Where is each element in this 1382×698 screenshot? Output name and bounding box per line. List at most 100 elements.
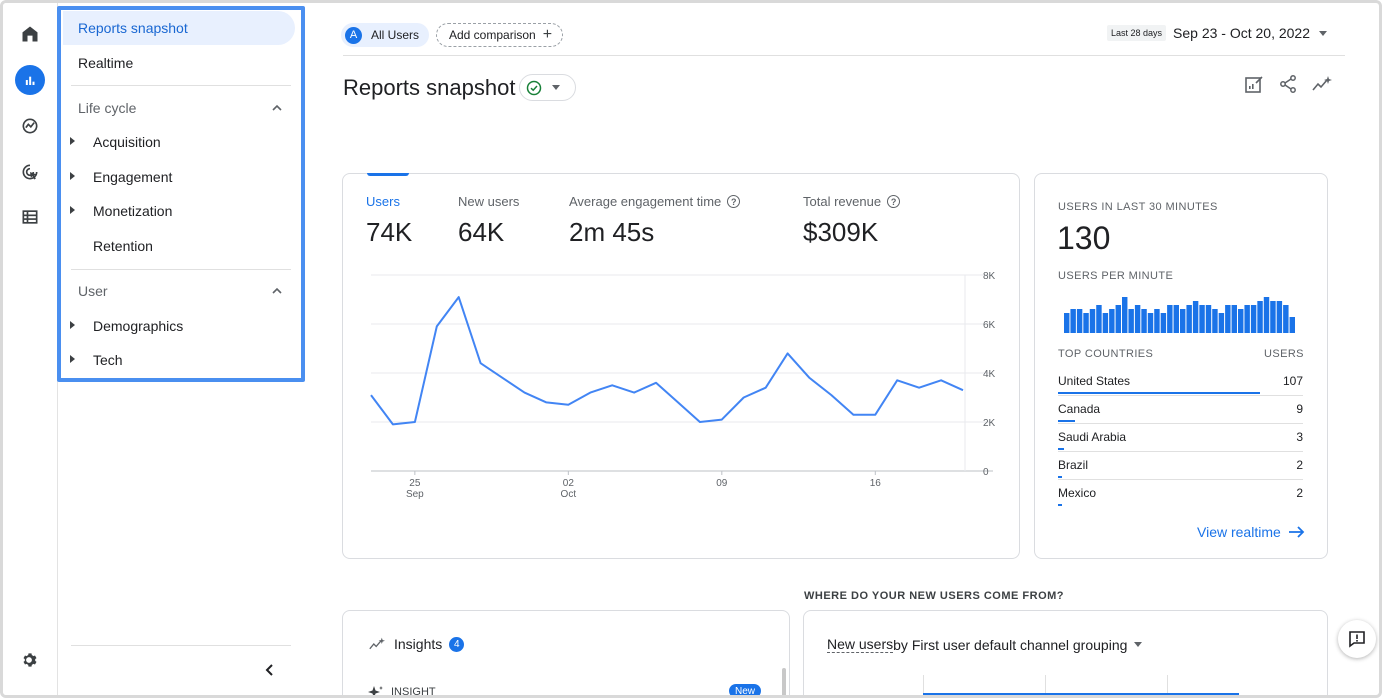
settings-gear-icon[interactable]	[15, 645, 45, 675]
nav-item-tech[interactable]: Tech	[59, 343, 123, 377]
nav-section-user[interactable]: User	[78, 283, 108, 299]
country-name: Canada	[1058, 402, 1101, 416]
minute-bar[interactable]	[1134, 305, 1141, 333]
minute-bar[interactable]	[1173, 305, 1179, 333]
channel-dimension-selector[interactable]: New users by First user default channel …	[827, 636, 1143, 653]
country-users: 9	[1296, 402, 1303, 416]
reports-icon[interactable]	[15, 65, 45, 95]
minute-bar[interactable]	[1218, 313, 1225, 333]
insights-scrollbar[interactable]	[782, 668, 786, 695]
minute-bar[interactable]	[1192, 301, 1199, 333]
minute-bar[interactable]	[1102, 313, 1109, 333]
insights-title[interactable]: Insights 4	[367, 636, 465, 652]
explore-icon[interactable]	[15, 111, 45, 141]
nav-item-label: Tech	[93, 352, 123, 368]
minute-bar[interactable]	[1154, 309, 1160, 333]
nav-section-life-cycle[interactable]: Life cycle	[78, 100, 136, 116]
minute-bar[interactable]	[1250, 305, 1257, 333]
feedback-button[interactable]	[1338, 620, 1376, 658]
view-realtime-link[interactable]: View realtime	[1197, 524, 1306, 540]
minute-bar[interactable]	[1205, 305, 1212, 333]
audience-chip[interactable]: A All Users	[341, 23, 430, 47]
collapse-nav-button[interactable]	[259, 659, 281, 681]
minute-bar[interactable]	[1231, 305, 1237, 333]
nav-item-engagement[interactable]: Engagement	[59, 160, 172, 194]
minute-bar[interactable]	[1289, 317, 1295, 333]
top-countries-heading: TOP COUNTRIES	[1058, 348, 1154, 360]
metric-tab-new-users[interactable]: New users 64K	[458, 194, 519, 248]
insights-count-badge: 4	[449, 636, 465, 652]
nav-item-monetization[interactable]: Monetization	[59, 194, 172, 228]
minute-bar[interactable]	[1128, 309, 1134, 333]
minute-bar[interactable]	[1283, 305, 1289, 333]
minute-bar[interactable]	[1186, 305, 1192, 333]
insights-label: Insights	[394, 636, 443, 652]
share-button[interactable]	[1277, 73, 1299, 95]
country-row: Canada 9	[1058, 399, 1303, 427]
chevron-up-icon[interactable]	[270, 284, 284, 298]
minute-bar[interactable]	[1263, 297, 1270, 333]
minute-bar[interactable]	[1122, 297, 1128, 333]
minute-bar[interactable]	[1160, 313, 1167, 333]
country-name: United States	[1058, 374, 1131, 388]
metric-tab-engagement-time[interactable]: Average engagement time? 2m 45s	[569, 194, 741, 248]
nav-item-acquisition[interactable]: Acquisition	[59, 125, 161, 159]
nav-item-label: Engagement	[93, 169, 173, 185]
realtime-total: 130	[1057, 220, 1111, 256]
minute-bar[interactable]	[1244, 305, 1250, 333]
minute-bar[interactable]	[1147, 313, 1154, 333]
minute-bar[interactable]	[1115, 305, 1121, 333]
minute-bar[interactable]	[1076, 309, 1083, 333]
caret-right-icon	[70, 137, 75, 145]
minute-bar[interactable]	[1089, 309, 1096, 333]
add-comparison-button[interactable]: Add comparison +	[436, 23, 564, 47]
minute-bar[interactable]	[1180, 309, 1186, 333]
minute-bar[interactable]	[1141, 309, 1147, 333]
home-icon[interactable]	[15, 19, 45, 49]
edit-chart-icon	[1245, 76, 1263, 93]
advertising-icon[interactable]	[15, 157, 45, 187]
minute-bar[interactable]	[1257, 301, 1263, 333]
check-circle-icon	[526, 80, 542, 95]
minute-bar[interactable]	[1167, 305, 1173, 333]
metric-tab-users[interactable]: Users 74K	[366, 194, 412, 248]
help-icon[interactable]: ?	[887, 195, 901, 208]
minute-bar[interactable]	[1199, 305, 1205, 333]
nav-item-retention[interactable]: Retention	[59, 229, 153, 263]
nav-item-realtime[interactable]: Realtime	[59, 46, 133, 80]
minute-bar[interactable]	[1225, 305, 1231, 333]
configure-icon[interactable]	[15, 202, 45, 232]
insights-sparkle-icon	[1312, 76, 1332, 91]
metric-tab-total-revenue[interactable]: Total revenue? $309K	[803, 194, 901, 248]
insights-button[interactable]	[1311, 73, 1333, 95]
country-row: Brazil 2	[1058, 455, 1303, 483]
country-share-bar	[1058, 504, 1062, 506]
nav-item-label: Realtime	[78, 55, 134, 71]
help-icon[interactable]: ?	[727, 195, 741, 208]
minute-bar[interactable]	[1276, 301, 1283, 333]
minute-bar[interactable]	[1096, 305, 1102, 333]
report-status-dropdown[interactable]	[519, 74, 576, 101]
minute-bar[interactable]	[1070, 309, 1076, 333]
nav-item-reports-snapshot[interactable]: Reports snapshot	[63, 11, 295, 45]
date-range-picker[interactable]: Last 28 days Sep 23 - Oct 20, 2022	[1106, 25, 1327, 41]
country-share-bar	[1058, 392, 1260, 394]
nav-item-demographics[interactable]: Demographics	[59, 309, 183, 343]
minute-bar[interactable]	[1212, 309, 1218, 333]
minute-bar[interactable]	[1109, 309, 1115, 333]
left-rail	[3, 3, 58, 695]
chevron-up-icon[interactable]	[270, 101, 284, 115]
add-comparison-label: Add comparison	[449, 28, 536, 42]
nav-section-label: User	[78, 283, 108, 299]
customize-report-button[interactable]	[1243, 73, 1265, 95]
minute-bar[interactable]	[1238, 309, 1244, 333]
minute-bar[interactable]	[1064, 313, 1070, 333]
nav-item-label: Reports snapshot	[78, 20, 188, 36]
nav-divider	[71, 645, 291, 646]
minute-bar[interactable]	[1083, 313, 1089, 333]
series-line[interactable]	[370, 296, 964, 426]
arrow-right-icon	[1288, 526, 1305, 538]
metric-label: Users	[366, 194, 400, 209]
minute-bar[interactable]	[1270, 301, 1276, 333]
